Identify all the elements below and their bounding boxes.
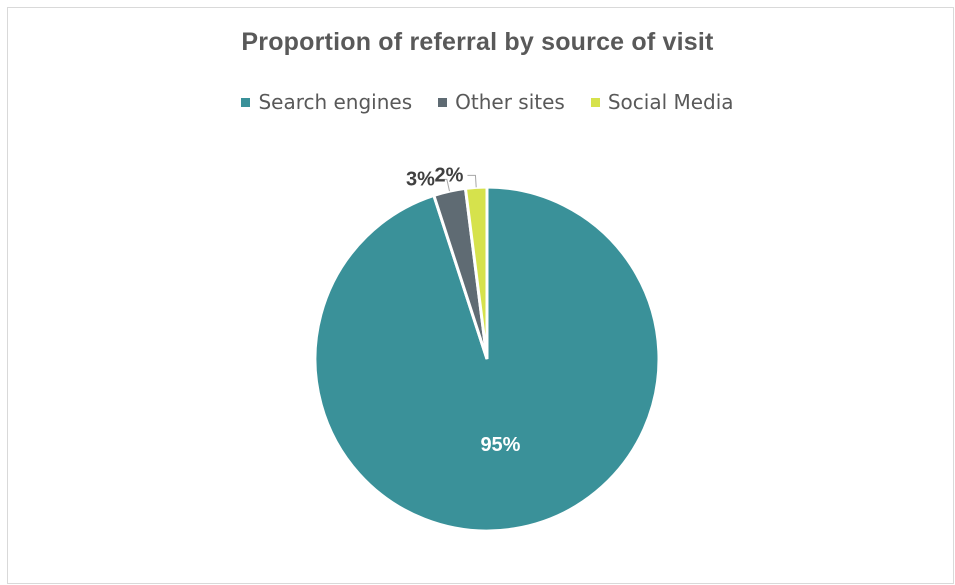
legend-label-other-sites: Other sites — [455, 90, 565, 114]
legend-item-social-media: Social Media — [590, 90, 734, 114]
legend-swatch-other-sites — [438, 97, 448, 107]
legend-item-other-sites: Other sites — [438, 90, 565, 114]
legend-swatch-social-media — [590, 97, 600, 107]
leader-line-social-media — [467, 174, 477, 188]
legend-item-search-engines: Search engines — [241, 90, 412, 114]
legend-label-search-engines: Search engines — [258, 90, 413, 114]
leader-line-other-sites — [438, 178, 450, 192]
legend-label-social-media: Social Media — [607, 90, 734, 114]
legend-swatch-search-engines — [241, 97, 251, 107]
pie-slice-search-engines — [313, 185, 661, 533]
data-label-other-sites: 3% — [406, 168, 435, 190]
chart-title: Proportion of referral by source of visi… — [241, 28, 714, 56]
data-label-social-media: 2% — [435, 164, 464, 186]
legend: Search engines Other sites Social Media — [0, 90, 955, 114]
data-label-search-engines: 95% — [480, 434, 520, 456]
